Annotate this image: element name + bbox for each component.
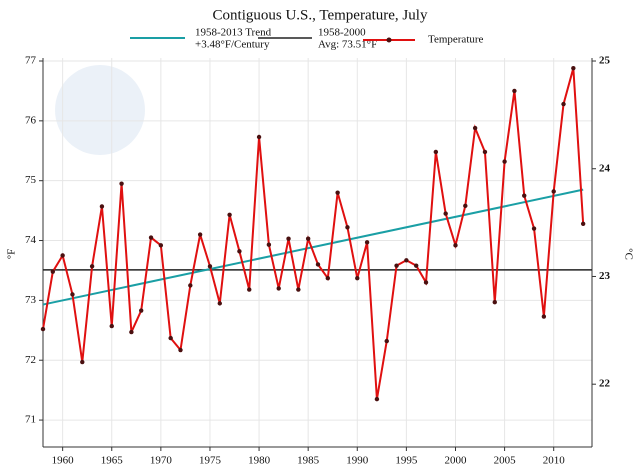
data-point	[178, 347, 183, 353]
x-tick-label: 2000	[444, 455, 467, 467]
data-point	[414, 263, 419, 268]
data-point	[237, 249, 242, 254]
data-point	[80, 359, 85, 365]
data-point	[502, 159, 507, 164]
data-point	[139, 308, 144, 313]
data-point	[148, 235, 154, 240]
data-point	[286, 236, 291, 241]
data-point	[453, 243, 458, 248]
data-point	[207, 264, 213, 269]
y-tick-label: 72	[25, 354, 36, 366]
y2-tick-label: 24	[599, 162, 611, 174]
y-tick-label: 71	[25, 414, 36, 426]
data-point	[443, 211, 448, 216]
data-point	[197, 232, 203, 237]
y-tick-label: 75	[25, 174, 37, 186]
data-point	[482, 149, 488, 155]
y-tick-label: 73	[25, 294, 37, 306]
x-tick-label: 1985	[297, 455, 320, 467]
data-point	[315, 262, 321, 267]
data-point	[256, 134, 262, 140]
data-point	[522, 193, 527, 198]
data-point	[119, 181, 124, 186]
x-tick-label: 1990	[346, 455, 369, 467]
data-point	[512, 88, 517, 94]
x-tick-label: 1965	[101, 455, 124, 467]
data-point	[355, 276, 360, 281]
data-point	[364, 240, 370, 245]
data-point	[129, 329, 134, 335]
y-axis-label: °F	[6, 249, 18, 260]
data-line	[42, 67, 585, 400]
data-point	[423, 280, 429, 285]
data-point	[296, 287, 301, 292]
data-point	[551, 189, 556, 194]
legend-label: 1958-2000	[318, 27, 366, 39]
data-point	[188, 283, 193, 288]
data-point	[472, 125, 478, 131]
trend-line	[42, 188, 584, 306]
legend-label: Avg: 73.51°F	[318, 39, 377, 51]
data-point	[345, 225, 350, 230]
data-point	[492, 299, 497, 305]
logo-watermark	[55, 65, 145, 155]
data-point	[404, 258, 409, 263]
x-tick-label: 1980	[248, 455, 271, 467]
data-point	[266, 242, 272, 247]
data-point	[217, 301, 222, 306]
legend-label: +3.48°F/Century	[195, 39, 270, 51]
data-point	[374, 396, 380, 402]
y-tick-label: 76	[25, 114, 37, 126]
data-point	[50, 269, 56, 274]
data-point	[463, 203, 468, 209]
legend-label: Temperature	[428, 34, 484, 46]
data-point	[571, 65, 576, 71]
data-point	[384, 338, 389, 344]
data-point	[40, 326, 46, 332]
data-point	[227, 212, 232, 217]
data-point	[580, 221, 586, 226]
data-point	[433, 149, 439, 155]
y-tick-label: 74	[25, 234, 37, 246]
y2-axis-label: °C	[622, 248, 634, 260]
x-tick-label: 1975	[199, 455, 222, 467]
data-point	[168, 335, 173, 341]
data-point	[335, 190, 340, 195]
data-point	[247, 287, 252, 292]
data-point	[158, 243, 164, 248]
x-tick-label: 1970	[150, 455, 173, 467]
legend-marker	[386, 37, 392, 43]
data-point	[305, 236, 311, 241]
data-point	[276, 286, 281, 291]
data-point	[109, 323, 114, 329]
legend-label: 1958-2013 Trend	[195, 27, 272, 39]
data-point	[70, 292, 75, 297]
y2-tick-label: 25	[599, 55, 611, 67]
chart-title: Contiguous U.S., Temperature, July	[213, 7, 428, 23]
data-point	[89, 264, 95, 269]
x-tick-label: 1960	[52, 455, 75, 467]
data-point	[541, 314, 547, 319]
x-tick-label: 2005	[494, 455, 517, 467]
x-tick-label: 1995	[395, 455, 418, 467]
data-point	[561, 101, 566, 107]
data-point	[99, 204, 105, 209]
data-point	[325, 276, 331, 281]
data-point	[531, 226, 537, 231]
y2-tick-label: 22	[599, 378, 611, 390]
x-tick-label: 2010	[543, 455, 566, 467]
data-point	[60, 253, 65, 258]
y2-tick-label: 23	[599, 270, 611, 282]
y-tick-label: 77	[25, 55, 37, 67]
data-point	[394, 263, 399, 268]
